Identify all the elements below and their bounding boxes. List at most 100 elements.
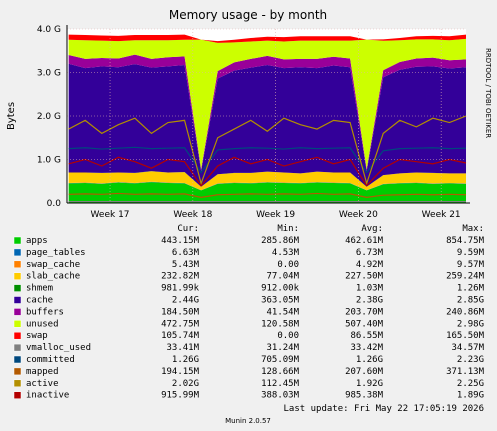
legend-value: 165.50M xyxy=(446,331,485,341)
line xyxy=(68,146,467,174)
legend-value: 1.03M xyxy=(356,284,384,294)
legend-label: slab_cache xyxy=(26,272,80,282)
legend-value: 86.55M xyxy=(350,331,383,341)
legend-swatch xyxy=(13,296,22,304)
legend-value: 0.00 xyxy=(277,331,299,341)
legend-swatch xyxy=(13,379,22,388)
legend-value: 4.92M xyxy=(356,260,384,270)
legend-label: shmem xyxy=(26,284,53,294)
y-tick-label: 0.0 xyxy=(47,199,62,209)
legend-value: 105.74M xyxy=(161,331,200,341)
legend-value: 472.75M xyxy=(161,319,200,329)
legend-value: 363.05M xyxy=(261,296,300,306)
last-update: Last update: Fri May 22 17:05:19 2026 xyxy=(284,404,484,414)
legend-value: 6.63M xyxy=(172,248,200,258)
area xyxy=(68,38,466,170)
legend-label: apps xyxy=(26,236,48,246)
legend-value: 1.92G xyxy=(356,379,383,389)
line xyxy=(68,156,467,187)
legend-value: 4.53M xyxy=(272,248,300,258)
chart-title: Memory usage - by month xyxy=(169,8,327,22)
legend-value: 33.42M xyxy=(350,343,383,353)
legend-value: 2.98G xyxy=(457,319,484,329)
area xyxy=(68,63,466,187)
legend-value: 1.26G xyxy=(356,355,383,365)
legend-value: 915.99M xyxy=(161,391,200,401)
legend-value: 259.24M xyxy=(446,272,485,282)
legend-value: 981.99k xyxy=(161,284,200,294)
legend-header: Cur: xyxy=(177,224,199,234)
legend-label: cache xyxy=(26,296,53,306)
legend-value: 2.85G xyxy=(457,296,484,306)
area xyxy=(68,34,466,43)
legend-value: 5.43M xyxy=(172,260,200,270)
legend-value: 985.38M xyxy=(345,391,384,401)
legend-swatch xyxy=(13,391,22,399)
legend-value: 41.54M xyxy=(266,307,299,317)
area xyxy=(68,54,466,172)
legend-value: 371.13M xyxy=(446,367,485,377)
y-tick-label: 3.0 G xyxy=(37,69,61,79)
legend-value: 2.25G xyxy=(457,379,484,389)
legend-value: 240.86M xyxy=(446,307,485,317)
legend-swatch xyxy=(13,320,22,328)
legend-value: 2.23G xyxy=(457,355,484,365)
legend-header: Max: xyxy=(462,224,484,234)
legend-header: Avg: xyxy=(361,224,383,234)
side-text: RRDTOOL / TOBI OETIKER xyxy=(484,48,492,138)
legend-value: 854.75M xyxy=(446,236,485,246)
legend-label: vmalloc_used xyxy=(26,343,91,353)
legend-swatch xyxy=(13,260,22,269)
legend-value: 207.60M xyxy=(345,367,384,377)
legend-value: 2.44G xyxy=(172,296,199,306)
line xyxy=(68,192,467,198)
legend-value: 443.15M xyxy=(161,236,200,246)
legend-value: 184.50M xyxy=(161,307,200,317)
legend-value: 9.57M xyxy=(457,260,485,270)
legend-swatch xyxy=(13,284,22,292)
legend-value: 507.40M xyxy=(345,319,384,329)
legend-value: 912.00k xyxy=(261,284,300,294)
legend-value: 9.59M xyxy=(457,248,485,258)
legend-value: 120.58M xyxy=(261,319,300,329)
x-tick-label: Week 21 xyxy=(422,210,461,220)
y-axis-label: Bytes xyxy=(6,102,17,130)
legend-label: inactive xyxy=(26,391,69,401)
legend-label: active xyxy=(26,379,59,389)
footer: Munin 2.0.57 xyxy=(225,417,271,425)
legend-value: 285.86M xyxy=(261,236,300,246)
x-tick-label: Week 20 xyxy=(339,210,378,220)
legend-value: 31.24M xyxy=(266,343,299,353)
legend-label: unused xyxy=(26,319,59,329)
area xyxy=(68,171,466,191)
legend-value: 1.26M xyxy=(457,284,485,294)
legend-value: 128.66M xyxy=(261,367,300,377)
y-tick-label: 4.0 G xyxy=(37,25,61,35)
legend-label: page_tables xyxy=(26,248,86,258)
legend-swatch xyxy=(13,367,22,376)
legend-value: 194.15M xyxy=(161,367,200,377)
legend-value: 33.41M xyxy=(166,343,199,353)
legend-value: 112.45M xyxy=(261,379,300,389)
legend-value: 2.02G xyxy=(172,379,199,389)
legend-value: 462.61M xyxy=(345,236,384,246)
legend-value: 227.50M xyxy=(345,272,384,282)
legend-header: Min: xyxy=(277,224,299,234)
legend-value: 203.70M xyxy=(345,307,384,317)
legend-label: mapped xyxy=(26,367,59,377)
legend-swatch xyxy=(13,248,22,257)
legend-swatch xyxy=(13,355,22,364)
line xyxy=(68,115,467,186)
legend-value: 1.89G xyxy=(457,391,484,401)
legend-label: swap_cache xyxy=(26,260,80,270)
legend-swatch xyxy=(13,308,22,316)
y-tick-label: 2.0 G xyxy=(37,112,61,122)
legend-value: 34.57M xyxy=(451,343,484,353)
legend-label: buffers xyxy=(26,307,64,317)
legend-value: 705.09M xyxy=(261,355,300,365)
x-tick-label: Week 17 xyxy=(91,210,130,220)
legend-value: 1.26G xyxy=(172,355,199,365)
x-tick-label: Week 18 xyxy=(173,210,212,220)
legend-swatch xyxy=(13,331,22,340)
